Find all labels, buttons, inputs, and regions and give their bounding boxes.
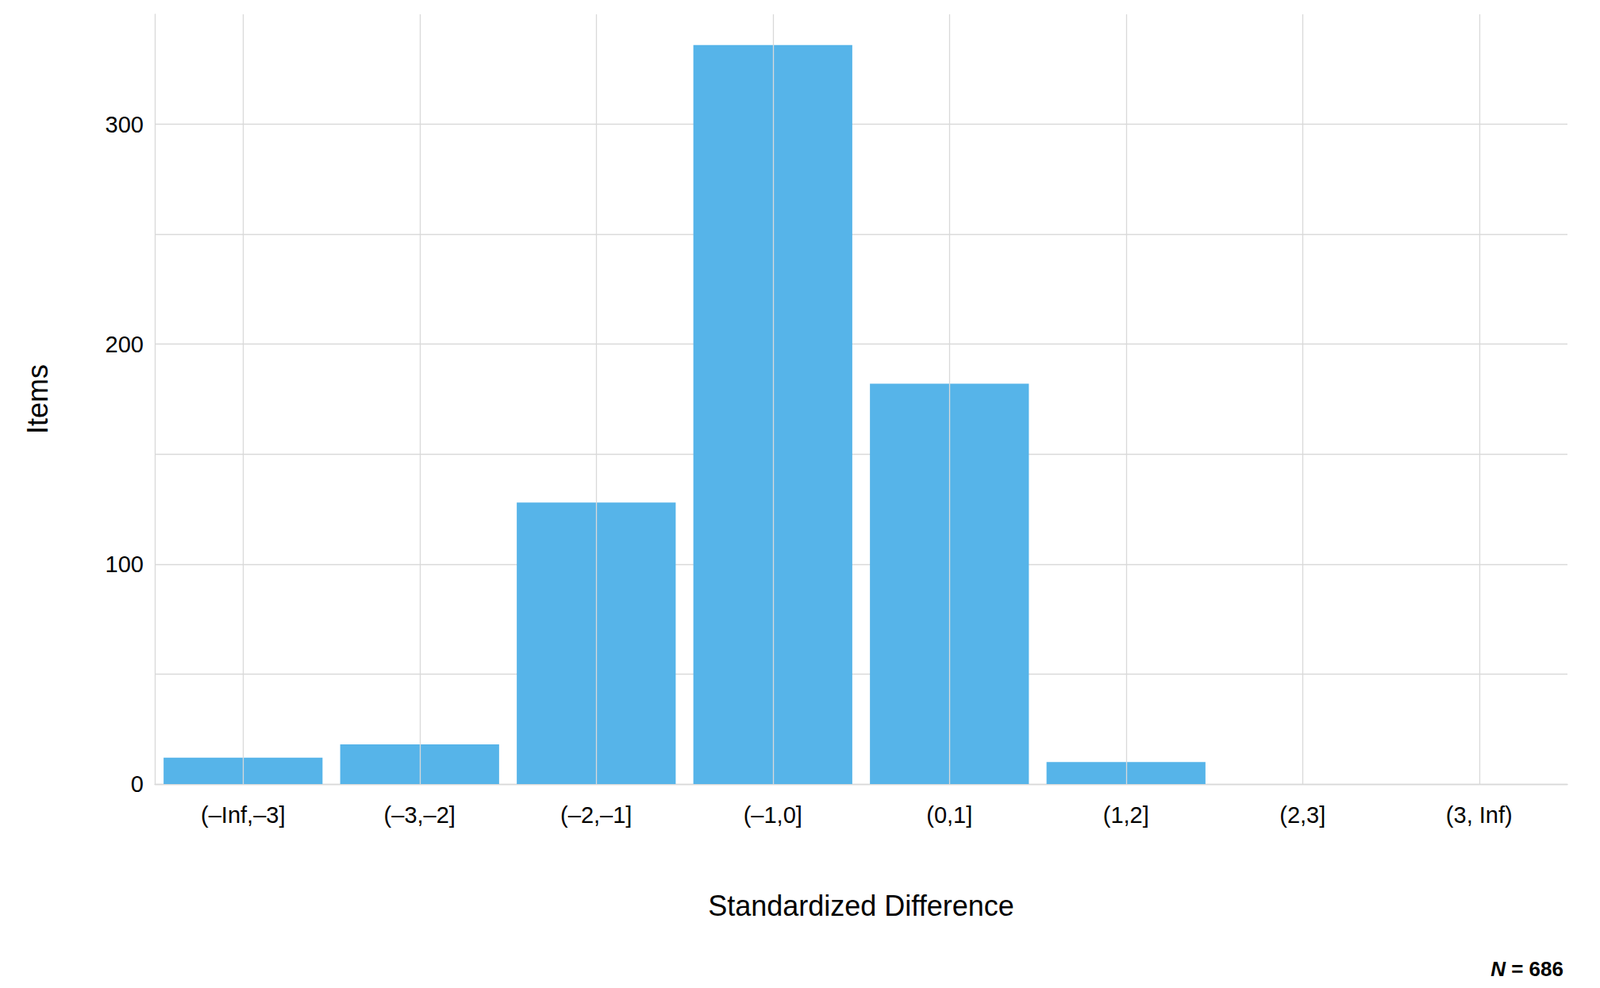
svg-text:(3, Inf): (3, Inf): [1446, 802, 1513, 828]
svg-text:200: 200: [105, 331, 144, 358]
svg-text:(–3,–2]: (–3,–2]: [384, 802, 456, 828]
svg-text:(1,2]: (1,2]: [1103, 802, 1150, 828]
svg-text:(–1,0]: (–1,0]: [743, 802, 803, 828]
svg-text:N: N: [1490, 957, 1507, 981]
svg-text:0: 0: [130, 771, 144, 797]
svg-text:(0,1]: (0,1]: [926, 802, 973, 828]
svg-text:(–2,–1]: (–2,–1]: [560, 802, 632, 828]
svg-text:300: 300: [105, 111, 144, 138]
svg-text:Standardized Difference: Standardized Difference: [707, 889, 1015, 923]
svg-text:= 686: = 686: [1505, 957, 1564, 981]
svg-text:Items: Items: [21, 364, 54, 435]
svg-text:(–Inf,–3]: (–Inf,–3]: [200, 802, 285, 828]
svg-text:100: 100: [105, 551, 144, 577]
svg-text:(2,3]: (2,3]: [1279, 802, 1326, 828]
